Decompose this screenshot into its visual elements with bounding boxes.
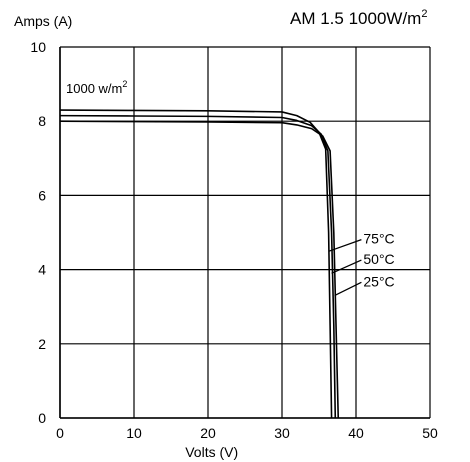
ticks-group: 0 10 20 30 40 50 0 2 4 6 8 10 Amps (A) Volts (V) AM 1.… [14, 8, 438, 460]
labels-group: 1000 w/m2 75°C 50°C 25°C [66, 79, 395, 297]
y-tick-label-8: 8 [38, 113, 46, 129]
series-line-50C [59, 114, 337, 419]
x-tick-label-20: 20 [200, 425, 216, 441]
y-tick-label-0: 0 [38, 410, 46, 426]
x-tick-label-10: 10 [126, 425, 142, 441]
chart-title-main: AM 1.5 1000W/m [290, 9, 421, 28]
series-label-25C: 25°C [363, 273, 394, 289]
chart-title-superscript: 2 [421, 8, 427, 20]
x-axis-label: Volts (V) [185, 444, 238, 460]
leader-line-75C [329, 239, 362, 252]
series-group [59, 109, 340, 419]
y-tick-label-10: 10 [30, 39, 46, 55]
irradiance-annotation-superscript: 2 [122, 79, 127, 89]
leader-line-25C [334, 281, 362, 297]
y-axis-label: Amps (A) [14, 13, 72, 29]
x-tick-label-0: 0 [56, 425, 64, 441]
irradiance-annotation-main: 1000 w/m [66, 81, 122, 96]
series-label-50C: 50°C [363, 251, 394, 267]
x-tick-label-30: 30 [274, 425, 290, 441]
irradiance-annotation: 1000 w/m2 [66, 79, 127, 96]
y-tick-label-4: 4 [38, 262, 46, 278]
y-tick-label-6: 6 [38, 187, 46, 203]
series-line-75C [59, 109, 333, 419]
series-label-75C: 75°C [363, 231, 394, 247]
series-line-25C [59, 120, 340, 419]
leader-line-50C [331, 259, 362, 274]
x-tick-label-40: 40 [348, 425, 364, 441]
y-tick-label-2: 2 [38, 336, 46, 352]
chart-title: AM 1.5 1000W/m2 [290, 8, 427, 28]
x-tick-label-50: 50 [422, 425, 438, 441]
